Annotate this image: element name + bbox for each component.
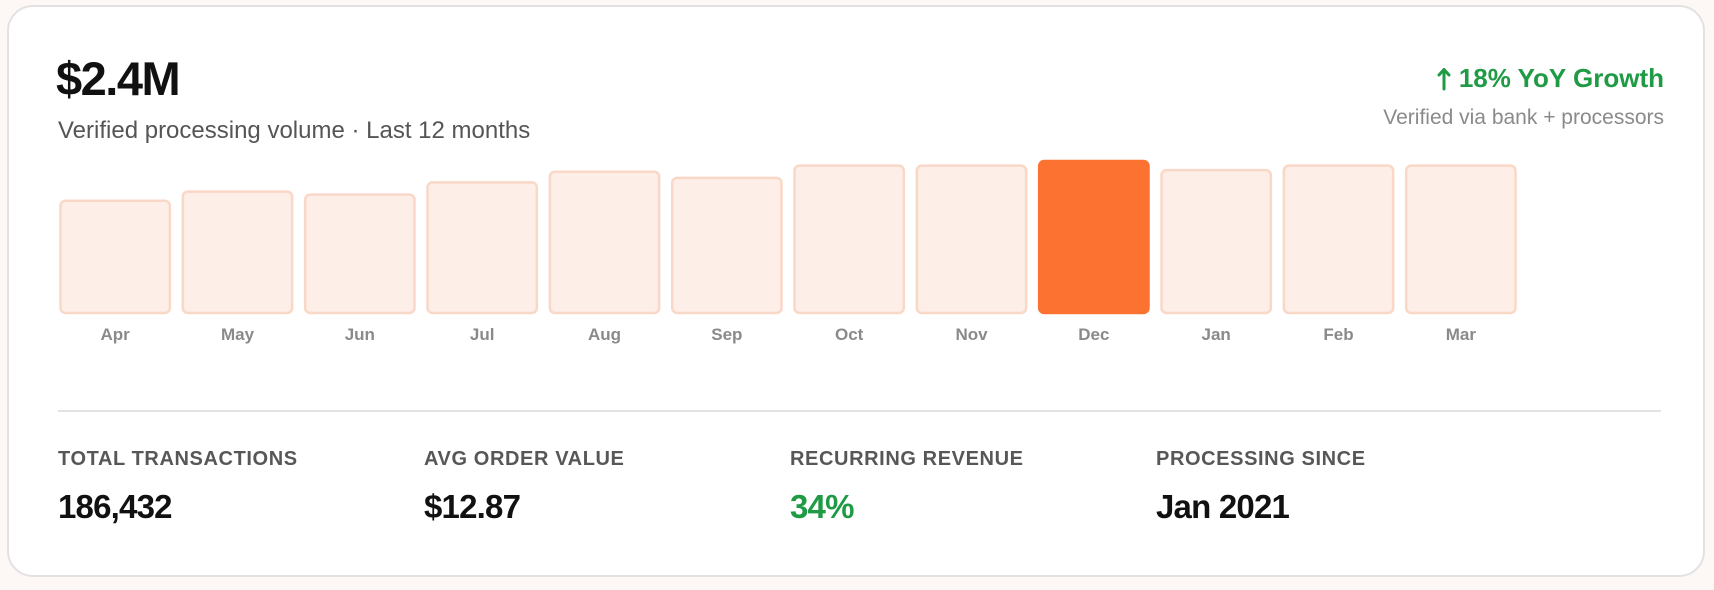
- stat-avg-order-value: AVG ORDER VALUE $12.87: [424, 448, 625, 526]
- tick-label-aug: Aug: [588, 325, 621, 344]
- volume-subtitle: Verified processing volume · Last 12 mon…: [58, 117, 531, 144]
- stat-value: 34%: [790, 488, 854, 525]
- bar-jan: [1160, 168, 1273, 315]
- tick-label-oct: Oct: [835, 325, 864, 344]
- bar-dec: [1037, 159, 1150, 315]
- divider: [58, 410, 1661, 412]
- tick-label-mar: Mar: [1446, 325, 1477, 344]
- tick-label-nov: Nov: [955, 325, 988, 344]
- stat-label: AVG ORDER VALUE: [424, 448, 625, 470]
- tick-label-dec: Dec: [1078, 325, 1109, 344]
- volume-card: $2.4M Verified processing volume · Last …: [7, 5, 1705, 577]
- bar-feb: [1282, 164, 1395, 315]
- monthly-volume-chart: Apr May Jun Jul Aug Sep Oct Nov Dec Jan Feb Mar: [59, 159, 1517, 344]
- tick-label-sep: Sep: [711, 325, 742, 344]
- stat-recurring-revenue: RECURRING REVENUE 34%: [790, 448, 1024, 526]
- growth-label: 18% YoY Growth: [1458, 63, 1664, 93]
- stat-value: Jan 2021: [1156, 488, 1290, 525]
- bar-sep: [670, 176, 783, 315]
- tick-label-apr: Apr: [101, 325, 131, 344]
- volume-amount: $2.4M: [56, 52, 181, 105]
- stat-total-transactions: TOTAL TRANSACTIONS 186,432: [58, 448, 298, 526]
- stat-label: TOTAL TRANSACTIONS: [58, 448, 298, 470]
- arrow-up-icon: [1437, 67, 1451, 90]
- bar-jun: [303, 193, 416, 315]
- verification-note: Verified via bank + processors: [1383, 106, 1664, 129]
- stat-processing-since: PROCESSING SINCE Jan 2021: [1156, 448, 1366, 526]
- bar-nov: [915, 164, 1028, 315]
- bar-mar: [1404, 164, 1517, 315]
- tick-label-jan: Jan: [1202, 325, 1231, 344]
- tick-label-may: May: [221, 325, 255, 344]
- tick-label-jul: Jul: [470, 325, 495, 344]
- growth-badge: 18% YoY Growth: [1437, 63, 1664, 94]
- bar-may: [181, 190, 294, 315]
- stat-label: PROCESSING SINCE: [1156, 448, 1366, 470]
- bar-oct: [793, 164, 906, 315]
- stat-value: $12.87: [424, 488, 521, 525]
- bar-aug: [548, 170, 661, 315]
- tick-label-feb: Feb: [1323, 325, 1353, 344]
- stat-value: 186,432: [58, 488, 172, 525]
- bar-apr: [59, 199, 172, 315]
- stat-label: RECURRING REVENUE: [790, 448, 1024, 470]
- bar-jul: [426, 181, 539, 315]
- tick-label-jun: Jun: [345, 325, 375, 344]
